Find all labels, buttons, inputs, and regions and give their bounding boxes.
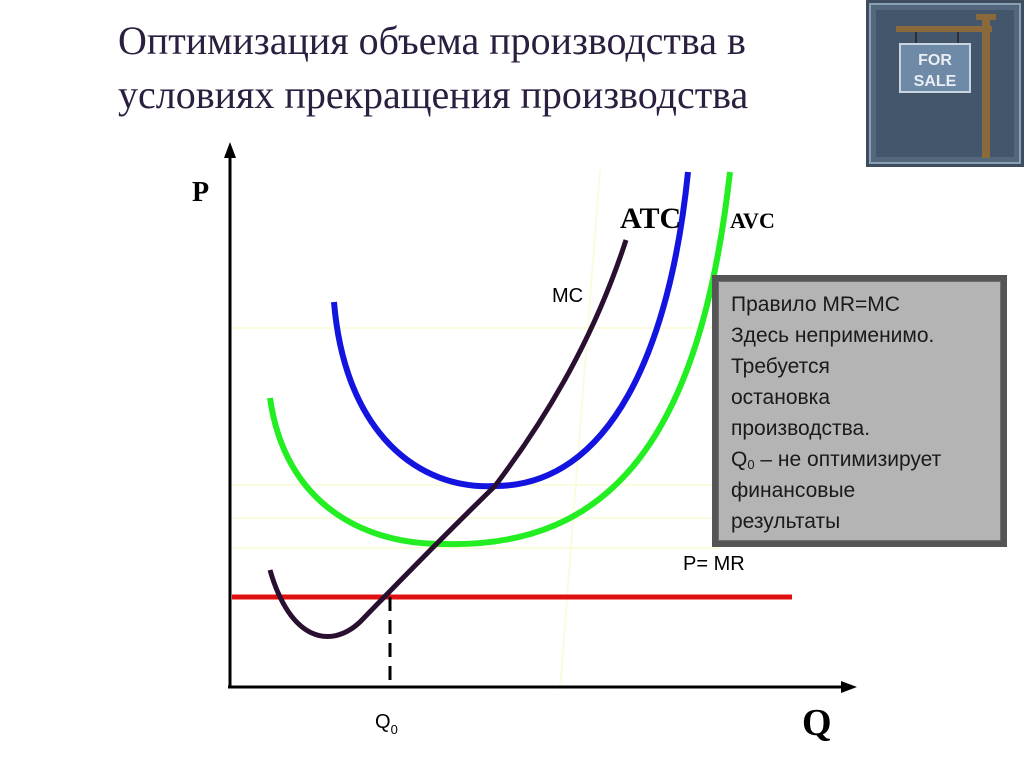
info-box-content: Правило MR=MC Здесь неприменимо. Требует… [718, 281, 1001, 541]
q0-label: Q0 [375, 711, 398, 737]
info-line-4: остановка [731, 386, 831, 409]
info-line-5: производства. [731, 417, 871, 440]
slide-title-line-1: Оптимизация объема производства в [118, 18, 746, 63]
info-line-6-prefix: Q [731, 448, 748, 471]
slide-title-line-2: условиях прекращения производства [118, 72, 749, 117]
y-axis-label: P [192, 177, 209, 208]
y-axis-arrow-icon [224, 142, 236, 158]
mc-curve [267, 239, 629, 639]
for-sale-sign-icon: FOR SALE [866, 0, 1024, 167]
info-line-1: Правило MR=MC [731, 293, 900, 316]
info-line-6: Q0 – не оптимизирует [731, 444, 990, 475]
info-line-6-suffix: – не оптимизирует [754, 448, 942, 471]
atc-curve [331, 171, 691, 490]
sign-text-line-2: SALE [914, 73, 957, 90]
price-mr-label: P= MR [683, 553, 745, 575]
atc-label: ATC [620, 202, 681, 235]
q0-label-main: Q [375, 711, 391, 733]
sign-text-line-1: FOR [918, 52, 952, 69]
info-line-6-sub: 0 [747, 457, 755, 472]
info-line-3: Требуется [731, 355, 830, 378]
info-line-2: Здесь неприменимо. [731, 324, 935, 347]
q0-label-sub: 0 [391, 722, 398, 737]
x-axis-arrow-icon [841, 681, 857, 693]
background-faint-lines [232, 169, 720, 691]
avc-curve [267, 171, 733, 548]
slide-title: Оптимизация объема производства в услови… [118, 14, 858, 122]
x-axis-label: Q [802, 702, 832, 744]
axes [224, 142, 857, 693]
mc-label: MC [552, 285, 583, 307]
info-box: Правило MR=MC Здесь неприменимо. Требует… [712, 275, 1007, 547]
avc-label: AVC [730, 208, 775, 233]
info-line-8: результаты [731, 510, 841, 533]
info-line-7: финансовые [731, 479, 856, 502]
